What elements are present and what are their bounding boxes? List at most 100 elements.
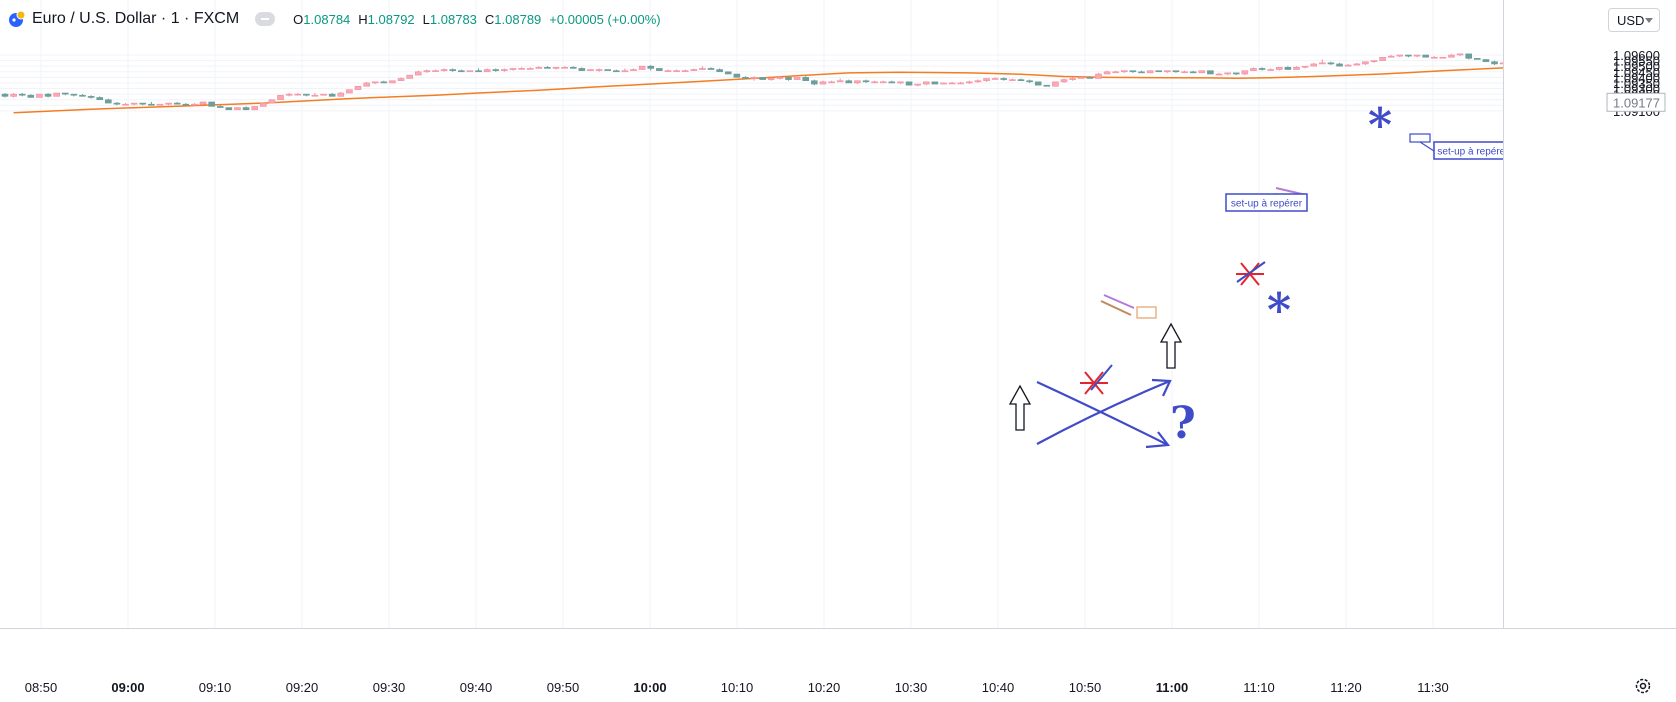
candle-body	[1413, 54, 1421, 57]
x-tick-label: 10:40	[982, 680, 1015, 695]
hollow-up-arrow[interactable]	[1008, 384, 1032, 431]
candle-body	[811, 80, 818, 85]
candle-body	[1370, 60, 1378, 63]
chevron-down-icon	[1645, 18, 1653, 23]
candle	[1052, 81, 1059, 87]
candle-body	[1146, 70, 1154, 74]
candle-body	[966, 81, 973, 84]
close-label: C	[484, 11, 495, 27]
candlestick-series	[1, 53, 1533, 111]
candle	[724, 71, 732, 75]
candle-body	[87, 96, 95, 98]
annotation-layer[interactable]: ? * * set-up à repérer set-up à repérer	[1008, 98, 1513, 449]
low-value: 1.08783	[429, 11, 477, 27]
gear-icon[interactable]	[1634, 677, 1652, 695]
candle-body	[854, 80, 861, 84]
marker-box[interactable]	[1409, 133, 1431, 143]
candle	[776, 76, 784, 80]
blue-stroke[interactable]	[1090, 364, 1113, 391]
brown-stroke[interactable]	[1100, 300, 1132, 316]
candle	[1112, 70, 1119, 74]
blue-asterisk[interactable]: *	[1267, 283, 1291, 337]
candle	[862, 79, 870, 83]
candle-body	[922, 81, 930, 85]
candle	[1155, 70, 1163, 73]
candle-body	[613, 70, 620, 73]
candle	[363, 81, 370, 87]
candle	[1327, 61, 1335, 66]
blue-asterisk[interactable]: *	[1368, 98, 1392, 152]
candle-body	[1344, 64, 1352, 67]
candle	[991, 77, 999, 80]
setup-label[interactable]: set-up à repérer	[1225, 193, 1308, 212]
arrowhead[interactable]	[1145, 431, 1171, 449]
candle	[1, 93, 9, 98]
hollow-up-arrow[interactable]	[1159, 322, 1183, 369]
candle	[957, 81, 965, 85]
candle-body	[208, 101, 215, 107]
candle-body	[18, 93, 26, 96]
cross-stroke[interactable]	[1036, 379, 1171, 445]
setup-label[interactable]: set-up à repérer	[1433, 141, 1513, 160]
candle	[742, 76, 749, 79]
legend-collapse-toggle[interactable]	[255, 12, 276, 26]
candle	[526, 67, 534, 70]
candle-body	[1232, 72, 1240, 75]
purple-stroke[interactable]	[1103, 294, 1135, 309]
candle-body	[759, 77, 766, 80]
candle-body	[1077, 77, 1085, 79]
x-tick-label: 11:00	[1156, 680, 1189, 695]
x-tick-label: 10:50	[1069, 680, 1102, 695]
candle	[656, 68, 663, 71]
candle	[44, 93, 52, 98]
candle	[638, 65, 646, 70]
candle	[922, 81, 930, 86]
candle	[1284, 66, 1292, 70]
candle-body	[699, 68, 706, 70]
candle-body	[1474, 58, 1481, 60]
candle	[1017, 78, 1025, 82]
candle-body	[483, 69, 491, 73]
candle	[130, 102, 138, 106]
candle-body	[242, 107, 250, 111]
candle-body	[1138, 71, 1145, 74]
candle	[251, 106, 258, 111]
candle-body	[1396, 54, 1404, 57]
red-star-mark[interactable]	[1080, 371, 1108, 395]
candle	[105, 98, 112, 104]
candle-body	[466, 70, 474, 73]
candle	[320, 93, 327, 96]
cross-stroke[interactable]	[1036, 381, 1169, 446]
symbol-header: Euro / U.S. Dollar · 1 · FXCM O 1.08784 H…	[8, 8, 661, 30]
candle	[1353, 62, 1361, 66]
candle-body	[569, 66, 577, 69]
red-star-mark[interactable]	[1236, 262, 1264, 286]
currency-select[interactable]: USD	[1608, 8, 1660, 32]
candle-body	[1198, 70, 1206, 74]
candle-body	[587, 69, 594, 71]
candle	[165, 102, 172, 106]
candle	[767, 77, 775, 81]
candle-body	[785, 77, 792, 80]
candle-body	[199, 101, 207, 105]
callout-line	[1419, 141, 1435, 152]
candle-body	[449, 69, 457, 71]
candle-body	[931, 81, 939, 85]
question-mark[interactable]: ?	[1170, 398, 1196, 449]
marker-box[interactable]	[1136, 306, 1157, 319]
candle-body	[1034, 81, 1042, 86]
candle	[621, 68, 629, 73]
candle-body	[1448, 54, 1455, 58]
candle	[113, 101, 121, 106]
symbol-title[interactable]: Euro / U.S. Dollar · 1 · FXCM	[32, 10, 240, 27]
blue-stroke[interactable]	[1236, 261, 1266, 283]
arrowhead[interactable]	[1151, 378, 1172, 397]
candle	[1387, 55, 1395, 58]
candle-body	[750, 77, 758, 79]
change-value: +0.00005 (+0.00%)	[549, 11, 661, 27]
candle	[1430, 56, 1438, 59]
candle	[1034, 81, 1042, 86]
candle	[888, 80, 896, 84]
candle-body	[1172, 70, 1180, 73]
